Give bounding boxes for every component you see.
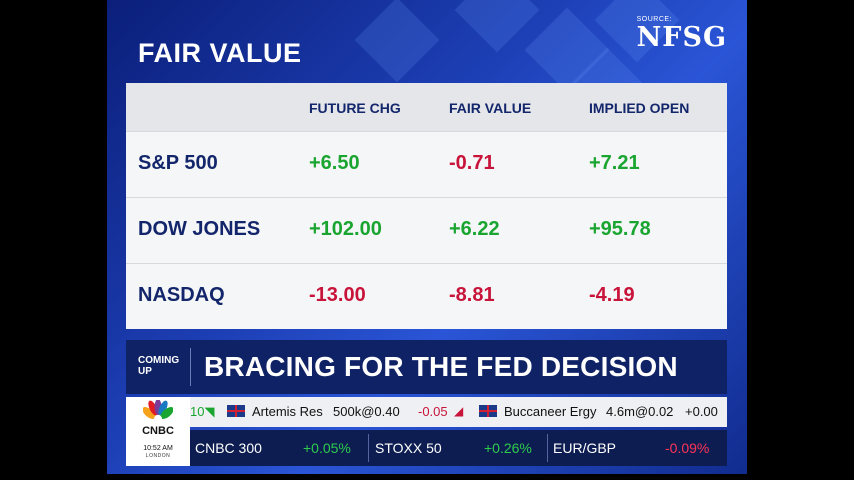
coming-up-bar: COMING UP BRACING FOR THE FED DECISION [126,340,727,394]
ticker-divider [368,434,369,462]
table-row: S&P 500 +6.50 -0.71 +7.21 [126,131,727,197]
up-arrow-icon: 10◥ [190,404,215,419]
table-row: NASDAQ -13.00 -8.81 -4.19 [126,263,727,329]
source-credit: SOURCE: NFSG [637,16,727,53]
background-tile [454,0,540,53]
peacock-icon [143,400,173,423]
ticker-divider [547,434,548,462]
index-name: STOXX 50 [375,440,442,456]
index-name: CNBC 300 [195,440,262,456]
row-label: NASDAQ [138,284,225,306]
ticker-name: Artemis Res [252,404,323,419]
index-change: +0.05% [303,440,351,456]
ticker-price: 500k@0.40 [333,404,400,419]
network-logo: CNBC 10:52 AM LONDON [126,397,190,466]
ticker-price: 4.6m@0.02 [606,404,674,419]
implied-open-value: +7.21 [589,152,640,174]
down-arrow-icon: ◢ [454,404,464,418]
header-implied-open: IMPLIED OPEN [589,100,690,116]
implied-open-value: +95.78 [589,218,651,240]
fair-value-table: FUTURE CHG FAIR VALUE IMPLIED OPEN S&P 5… [126,83,727,329]
header-future-chg: FUTURE CHG [309,100,401,116]
logo-text: CNBC [142,425,174,437]
source-name: NFSG [636,22,727,53]
future-chg-value: +6.50 [309,152,360,174]
table-header: FUTURE CHG FAIR VALUE IMPLIED OPEN [126,83,727,131]
ticker-name: Buccaneer Ergy [504,404,597,419]
future-chg-value: -13.00 [309,284,366,306]
source-label: SOURCE: [636,16,672,23]
fair-value-value: +6.22 [449,218,500,240]
coming-up-headline: BRACING FOR THE FED DECISION [204,351,678,382]
ticker-change: -0.05 [418,404,448,419]
fair-value-value: -8.81 [449,284,495,306]
row-label: S&P 500 [138,152,218,174]
uk-flag-icon [479,405,497,417]
index-change: -0.09% [665,440,710,456]
implied-open-value: -4.19 [589,284,635,306]
uk-flag-icon [227,405,245,417]
background-tile [354,0,440,83]
table-row: DOW JONES +102.00 +6.22 +95.78 [126,197,727,263]
ticker-change: +0.00 [685,404,718,419]
clock-time: 10:52 AM [143,445,173,452]
fair-value-value: -0.71 [449,152,495,174]
future-chg-value: +102.00 [309,218,382,240]
broadcast-screen: FAIR VALUE SOURCE: NFSG FUTURE CHG FAIR … [107,0,747,474]
index-ticker-bottom: CNBC 300 +0.05% STOXX 50 +0.26% EUR/GBP … [190,430,727,466]
graphic-title: FAIR VALUE [138,38,302,68]
row-label: DOW JONES [138,218,261,240]
header-fair-value: FAIR VALUE [449,100,532,116]
stock-ticker-top: 10◥ Artemis Res 500k@0.40 -0.05 ◢ Buccan… [190,397,727,427]
index-change: +0.26% [484,440,532,456]
clock-city: LONDON [145,453,171,459]
index-name: EUR/GBP [553,440,617,456]
coming-up-label: COMING UP [138,355,180,377]
coming-up-divider [190,348,191,386]
